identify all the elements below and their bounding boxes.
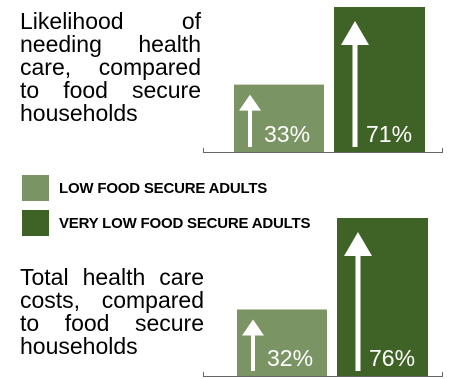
- legend-label-very-low-food-secure: VERY LOW FOOD SECURE ADULTS: [59, 214, 311, 232]
- up-arrow-shaft: [352, 44, 358, 147]
- chart-1-value-label-very-low-food-secure: 71%: [366, 121, 412, 147]
- legend-item-low-food-secure: LOW FOOD SECURE ADULTS: [22, 175, 267, 201]
- legend-swatch-very-low-food-secure: [22, 210, 49, 236]
- up-arrow-head: [344, 232, 372, 256]
- up-arrow-icon: [242, 319, 264, 371]
- up-arrow-shaft: [248, 109, 252, 147]
- chart-2-value-label-very-low-food-secure: 76%: [369, 345, 415, 371]
- up-arrow-head: [341, 21, 369, 45]
- chart-1-title: Likelihood of needing health care, compa…: [20, 8, 201, 126]
- legend-swatch-low-food-secure: [22, 175, 49, 201]
- legend-label-low-food-secure: LOW FOOD SECURE ADULTS: [59, 179, 268, 197]
- legend-item-very-low-food-secure: VERY LOW FOOD SECURE ADULTS: [22, 210, 310, 236]
- up-arrow-head: [239, 94, 261, 111]
- up-arrow-shaft: [355, 255, 361, 371]
- chart-2-value-label-low-food-secure: 32%: [267, 345, 313, 371]
- up-arrow-icon: [239, 94, 261, 147]
- up-arrow-icon: [344, 232, 372, 371]
- up-arrow-head: [242, 319, 264, 336]
- up-arrow-icon: [341, 21, 369, 147]
- up-arrow-shaft: [251, 334, 255, 371]
- chart-1-value-label-low-food-secure: 33%: [264, 121, 310, 147]
- chart-2-title: Total health care costs, compared to foo…: [20, 264, 204, 359]
